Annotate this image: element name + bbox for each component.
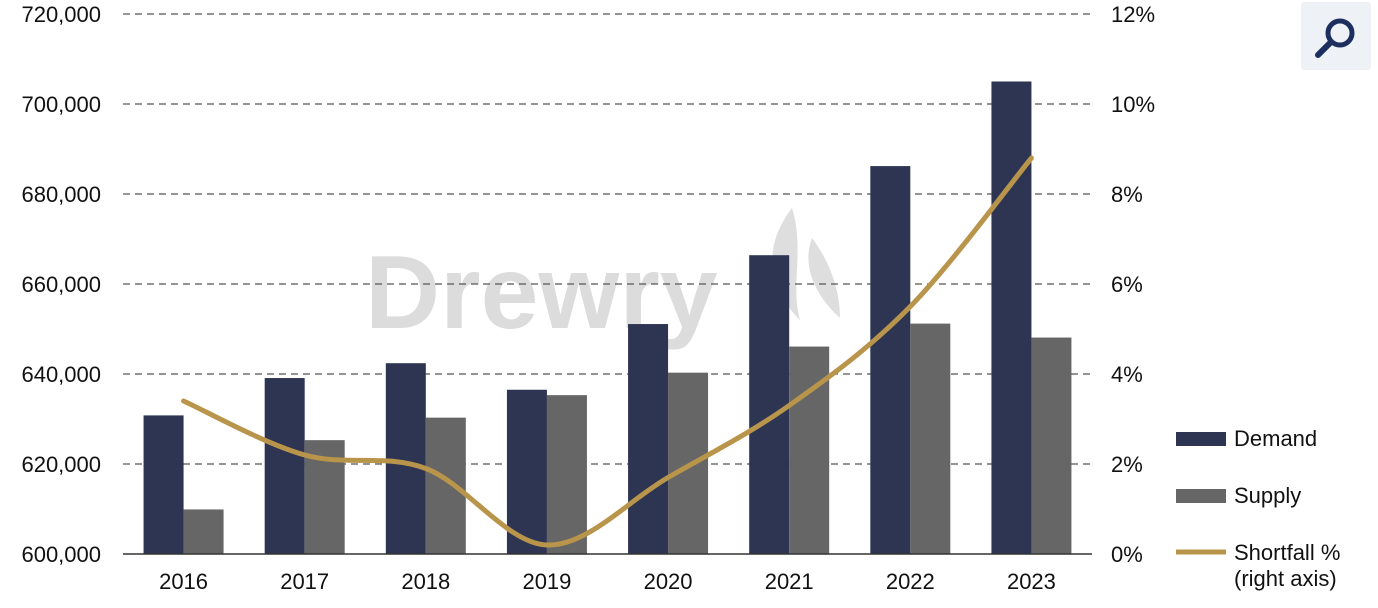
- bar-demand-2017: [264, 378, 305, 554]
- watermark-flame-logo: [772, 208, 840, 320]
- bar-supply-2023: [1031, 337, 1072, 554]
- y-left-tick-label: 660,000: [21, 272, 101, 297]
- bar-demand-2019: [506, 389, 547, 554]
- y-left-tick-label: 620,000: [21, 452, 101, 477]
- y-left-tick-label: 640,000: [21, 362, 101, 387]
- legend: Demand Supply Shortfall %(right axis): [1176, 426, 1340, 591]
- x-tick-label: 2019: [522, 569, 571, 594]
- legend-label-shortfall: Shortfall %: [1234, 540, 1340, 565]
- y-right-tick-label: 8%: [1111, 182, 1143, 207]
- search-icon: [1315, 18, 1355, 58]
- bar-supply-2021: [789, 346, 830, 554]
- legend-swatch-demand: [1176, 432, 1226, 446]
- y-right-tick-label: 4%: [1111, 362, 1143, 387]
- legend-swatch-supply: [1176, 489, 1226, 503]
- legend-label-demand: Demand: [1234, 426, 1317, 451]
- bar-supply-2016: [183, 509, 224, 554]
- x-tick-label: 2020: [644, 569, 693, 594]
- y-right-tick-label: 2%: [1111, 452, 1143, 477]
- watermark: Drewry: [365, 208, 840, 351]
- bar-demand-2023: [991, 81, 1032, 554]
- shortfall-series-line: [181, 155, 1034, 548]
- legend-label-shortfall: (right axis): [1234, 566, 1337, 591]
- y-left-tick-label: 700,000: [21, 92, 101, 117]
- x-tick-label: 2018: [401, 569, 450, 594]
- y-right-tick-label: 0%: [1111, 542, 1143, 567]
- x-tick-label: 2022: [886, 569, 935, 594]
- bar-supply-2022: [910, 323, 951, 554]
- shortfall-line: [181, 155, 1034, 548]
- x-tick-label: 2017: [280, 569, 329, 594]
- bar-demand-2022: [870, 166, 911, 554]
- search-button[interactable]: [1301, 2, 1371, 70]
- legend-label-supply: Supply: [1234, 483, 1301, 508]
- y-left-tick-label: 680,000: [21, 182, 101, 207]
- axes: 600,000 620,000 640,000 660,000 680,000 700,0…: [21, 2, 1155, 594]
- bar-demand-2020: [628, 324, 669, 554]
- y-left-tick-label: 720,000: [21, 2, 101, 27]
- y-right-tick-label: 10%: [1111, 92, 1155, 117]
- bar-supply-2018: [425, 417, 466, 554]
- y-right-tick-label: 6%: [1111, 272, 1143, 297]
- y-right-tick-label: 12%: [1111, 2, 1155, 27]
- x-tick-label: 2016: [159, 569, 208, 594]
- bar-supply-2019: [546, 395, 587, 554]
- x-tick-label: 2021: [765, 569, 814, 594]
- bars: [143, 81, 1072, 554]
- bar-demand-2018: [385, 363, 426, 554]
- bar-demand-2016: [143, 415, 184, 554]
- bar-demand-2021: [749, 255, 790, 554]
- y-left-tick-label: 600,000: [21, 542, 101, 567]
- x-tick-label: 2023: [1007, 569, 1056, 594]
